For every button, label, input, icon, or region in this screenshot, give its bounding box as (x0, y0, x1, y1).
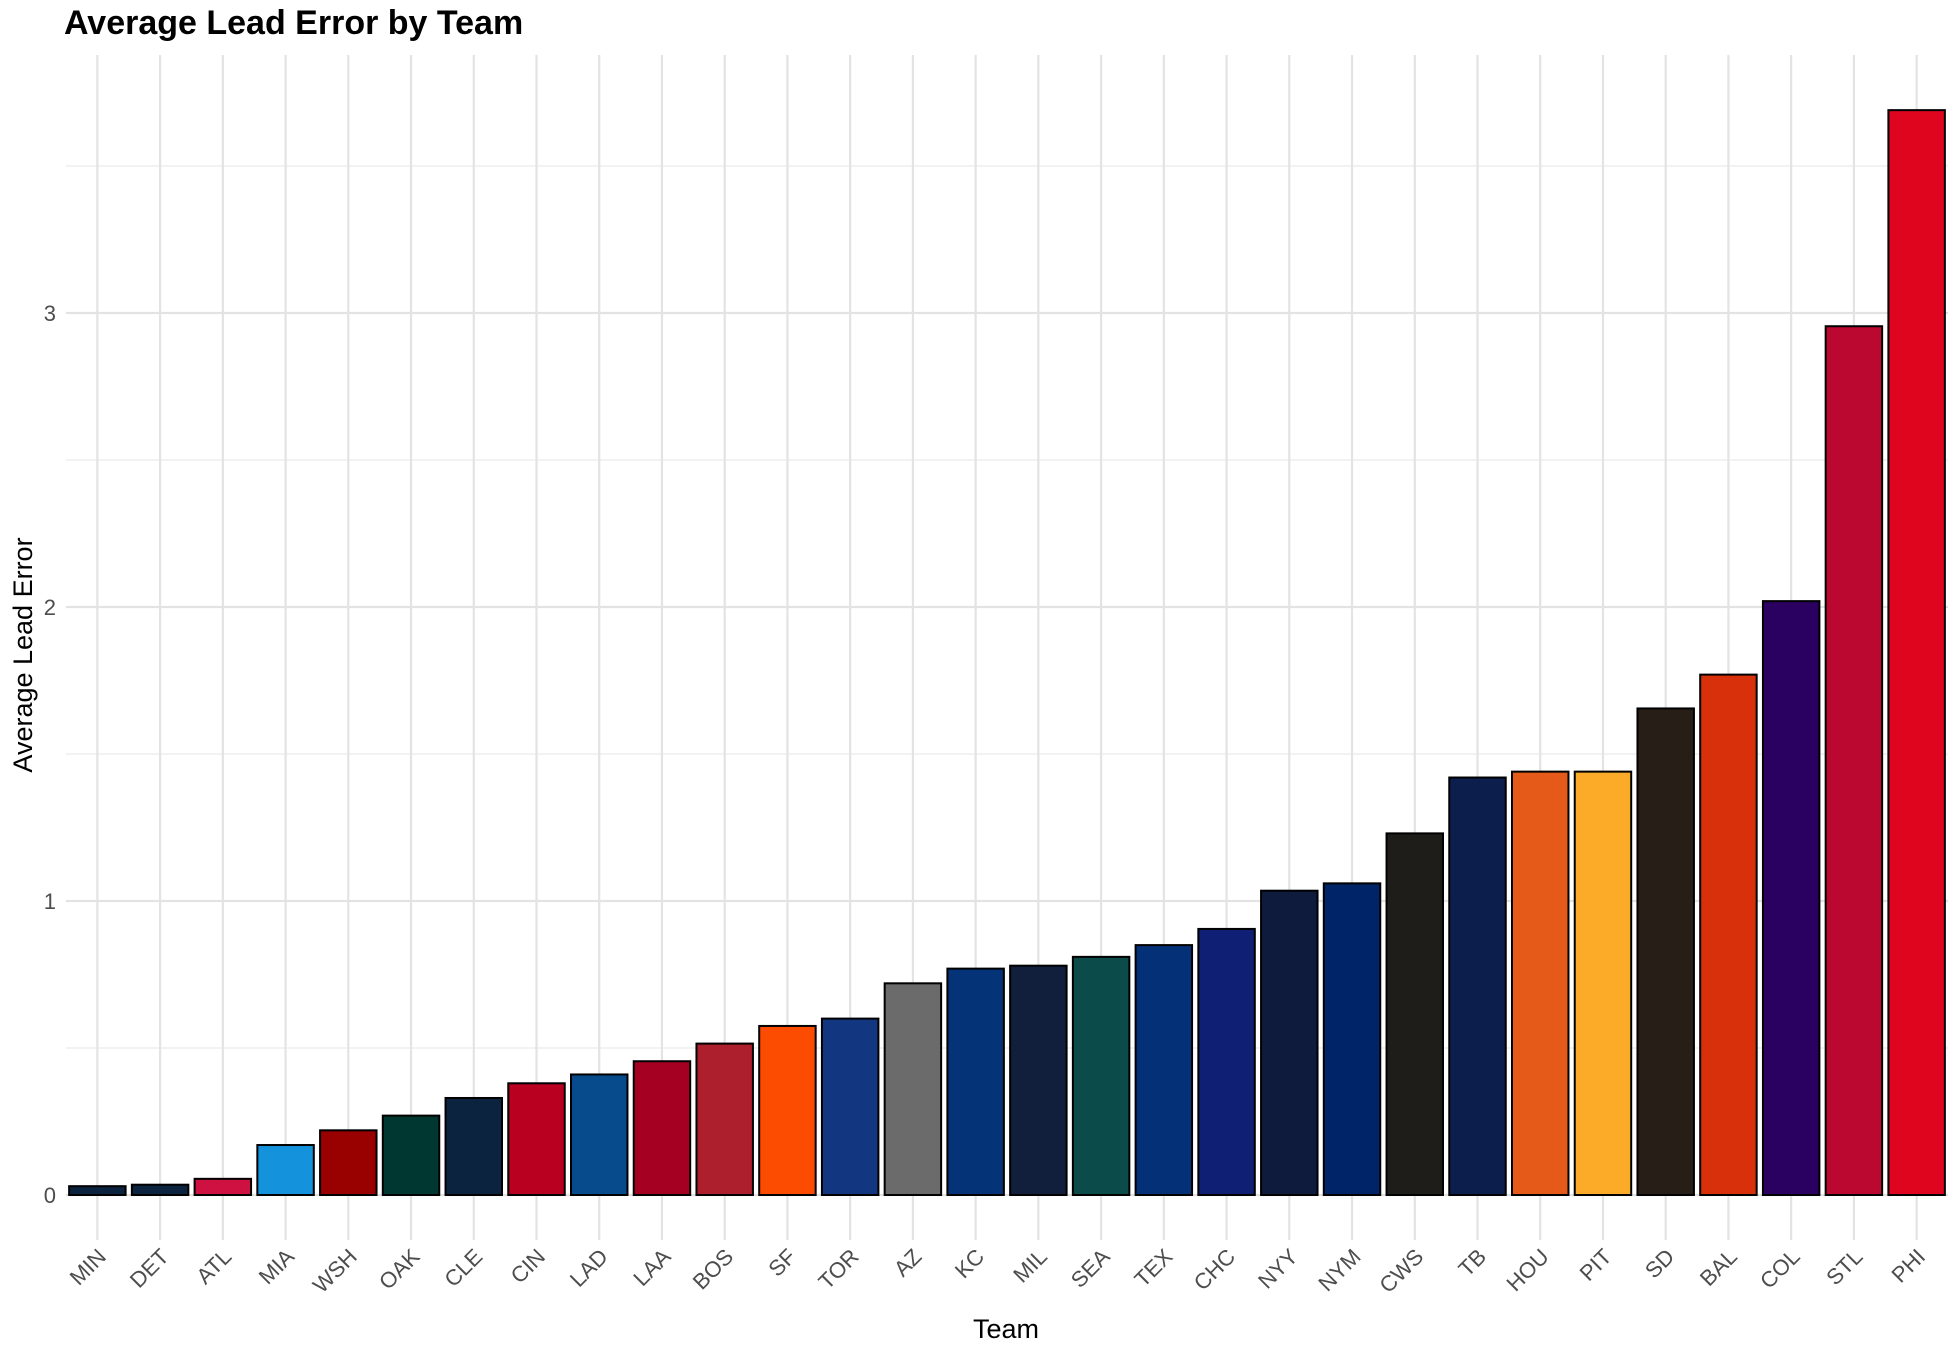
x-tick-label: COL (1755, 1244, 1805, 1294)
bar-hou (1511, 770, 1570, 1196)
y-tick-label: 2 (44, 595, 56, 620)
chart-title: Average Lead Error by Team (64, 4, 524, 42)
y-axis-title: Average Lead Error (8, 537, 38, 772)
x-tick-label: CWS (1374, 1244, 1428, 1298)
x-tick-label: BAL (1695, 1244, 1742, 1291)
y-axis-ticks: 0 1 2 3 (44, 301, 56, 1208)
x-tick-label: MIA (254, 1244, 300, 1290)
bar-tex (1134, 944, 1194, 1196)
x-axis-ticks: MIN DET ATL MIA WSH OAK CLE CIN LAD LAA BOS SF TOR AZ… (65, 1244, 1930, 1298)
bar-cin (507, 1082, 566, 1197)
x-tick-label: KC (950, 1244, 989, 1283)
bar-mil (1009, 964, 1068, 1196)
bar-cle (444, 1096, 503, 1196)
x-tick-label: WSH (308, 1244, 362, 1298)
bar-laa (632, 1060, 692, 1196)
x-tick-label: LAA (628, 1244, 675, 1291)
x-tick-label: TB (1453, 1244, 1491, 1282)
bar-min (68, 1185, 127, 1197)
bar-sd (1636, 707, 1695, 1196)
bar-col (1761, 600, 1821, 1196)
bar-bal (1699, 673, 1758, 1196)
bar-az (883, 982, 943, 1196)
x-tick-label: HOU (1502, 1244, 1554, 1296)
x-tick-label: MIL (1008, 1244, 1052, 1288)
x-tick-label: SD (1640, 1244, 1679, 1283)
x-tick-label: PHI (1887, 1244, 1931, 1288)
bar-lad (570, 1073, 629, 1196)
x-tick-label: SF (763, 1244, 801, 1282)
bar-sf (758, 1024, 817, 1196)
x-tick-label: TOR (813, 1244, 863, 1294)
x-tick-label: DET (125, 1244, 174, 1293)
y-tick-label: 0 (44, 1183, 56, 1208)
bars (68, 109, 1946, 1197)
x-tick-label: STL (1821, 1244, 1867, 1290)
x-tick-label: CLE (439, 1244, 487, 1292)
bar-cws (1385, 832, 1444, 1196)
bar-kc (946, 967, 1005, 1196)
x-tick-label: PIT (1575, 1244, 1617, 1286)
x-tick-label: SEA (1066, 1244, 1115, 1293)
x-tick-label: NYM (1313, 1244, 1365, 1296)
bar-chc (1197, 927, 1256, 1196)
x-tick-label: BOS (688, 1244, 739, 1295)
bar-sea (1071, 955, 1131, 1196)
x-tick-label: CHC (1189, 1244, 1240, 1295)
x-tick-label: TEX (1129, 1244, 1177, 1292)
bar-atl (193, 1177, 253, 1196)
x-tick-label: AZ (889, 1244, 927, 1282)
bar-nym (1322, 882, 1382, 1196)
bar-tb (1448, 776, 1507, 1197)
bar-nyy (1260, 889, 1319, 1197)
bar-stl (1824, 325, 1884, 1197)
x-axis-title: Team (973, 1314, 1039, 1344)
x-tick-label: LAD (565, 1244, 613, 1292)
y-tick-label: 1 (44, 889, 56, 914)
x-tick-label: NYY (1253, 1244, 1303, 1294)
bar-mia (256, 1144, 315, 1197)
x-tick-label: CIN (506, 1244, 550, 1288)
bar-det (130, 1183, 190, 1196)
bar-tor (820, 1017, 880, 1196)
bar-phi (1887, 109, 1946, 1196)
bar-pit (1573, 770, 1633, 1196)
bar-bos (695, 1042, 754, 1196)
x-tick-label: ATL (191, 1244, 236, 1289)
x-tick-label: OAK (374, 1244, 425, 1295)
bar-oak (381, 1114, 441, 1196)
bar-wsh (319, 1129, 378, 1196)
y-tick-label: 3 (44, 301, 56, 326)
x-tick-label: MIN (65, 1244, 111, 1290)
